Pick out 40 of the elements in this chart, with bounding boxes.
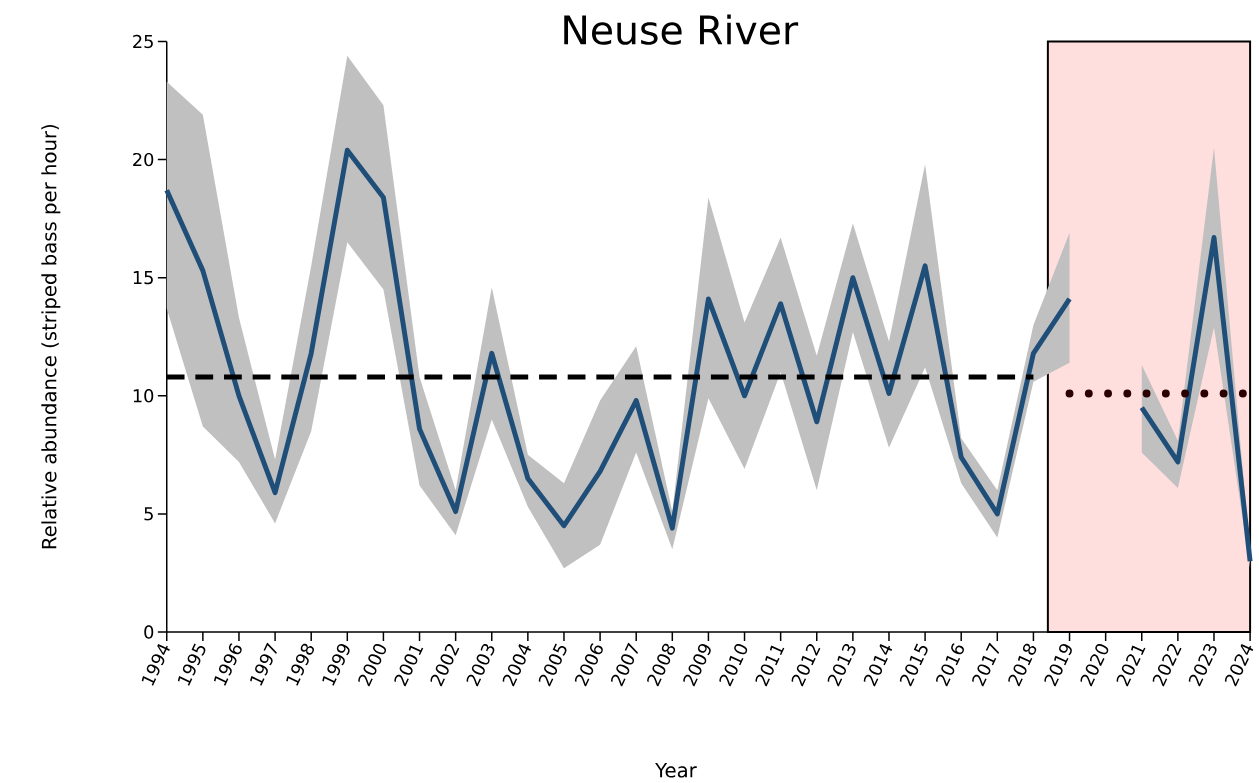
- x-tick-label: 2001: [394, 645, 424, 687]
- x-tick-label: 2018: [1008, 643, 1037, 687]
- x-tick-label: 1997: [250, 642, 277, 686]
- y-axis-title: Relative abundance (striped bass per hour): [41, 124, 61, 549]
- x-tick-label: 2020: [1080, 643, 1109, 687]
- x-tick-label: 2017: [972, 642, 1000, 687]
- y-tick-label: 0: [144, 625, 154, 639]
- x-tick-label: 1998: [286, 643, 315, 686]
- y-tick-label: 20: [133, 152, 154, 167]
- x-tick-label: 2004: [502, 643, 532, 687]
- y-tick-label: 5: [144, 507, 153, 521]
- x-tick-label: 2022: [1152, 644, 1182, 687]
- y-tick-label: 25: [133, 34, 153, 49]
- chart-title: Neuse River: [564, 14, 799, 45]
- x-tick-label: 1995: [177, 643, 206, 686]
- x-tick-label: 1999: [322, 644, 350, 686]
- y-tick-label: 10: [133, 389, 154, 403]
- x-axis-title: Year: [655, 762, 697, 778]
- x-tick-label: 2011: [755, 645, 785, 687]
- x-tick-label: 1994: [141, 643, 170, 686]
- x-tick-label: 2013: [827, 643, 856, 687]
- x-tick-label: 2014: [863, 643, 893, 687]
- x-tick-label: 2010: [719, 643, 748, 687]
- x-tick-label: 2002: [430, 644, 460, 687]
- x-tick-label: 2008: [647, 643, 676, 687]
- x-tick-label: 2019: [1044, 644, 1072, 687]
- x-tick-label: 2015: [899, 643, 928, 687]
- x-tick-label: 2016: [935, 643, 964, 687]
- x-tick-label: 2006: [574, 643, 603, 687]
- x-tick-label: 2024: [1224, 643, 1254, 687]
- x-tick-label: 2003: [466, 643, 495, 687]
- x-tick-label: 1996: [213, 643, 242, 686]
- x-tick-label: 2009: [683, 644, 711, 687]
- x-tick-label: 2000: [358, 643, 387, 687]
- x-tick-label: 2023: [1188, 643, 1217, 687]
- x-tick-label: 2005: [538, 643, 567, 687]
- x-tick-label: 2012: [791, 644, 821, 687]
- y-tick-label: 15: [133, 271, 153, 285]
- x-tick-label: 2021: [1116, 645, 1146, 687]
- x-tick-label: 2007: [610, 642, 638, 687]
